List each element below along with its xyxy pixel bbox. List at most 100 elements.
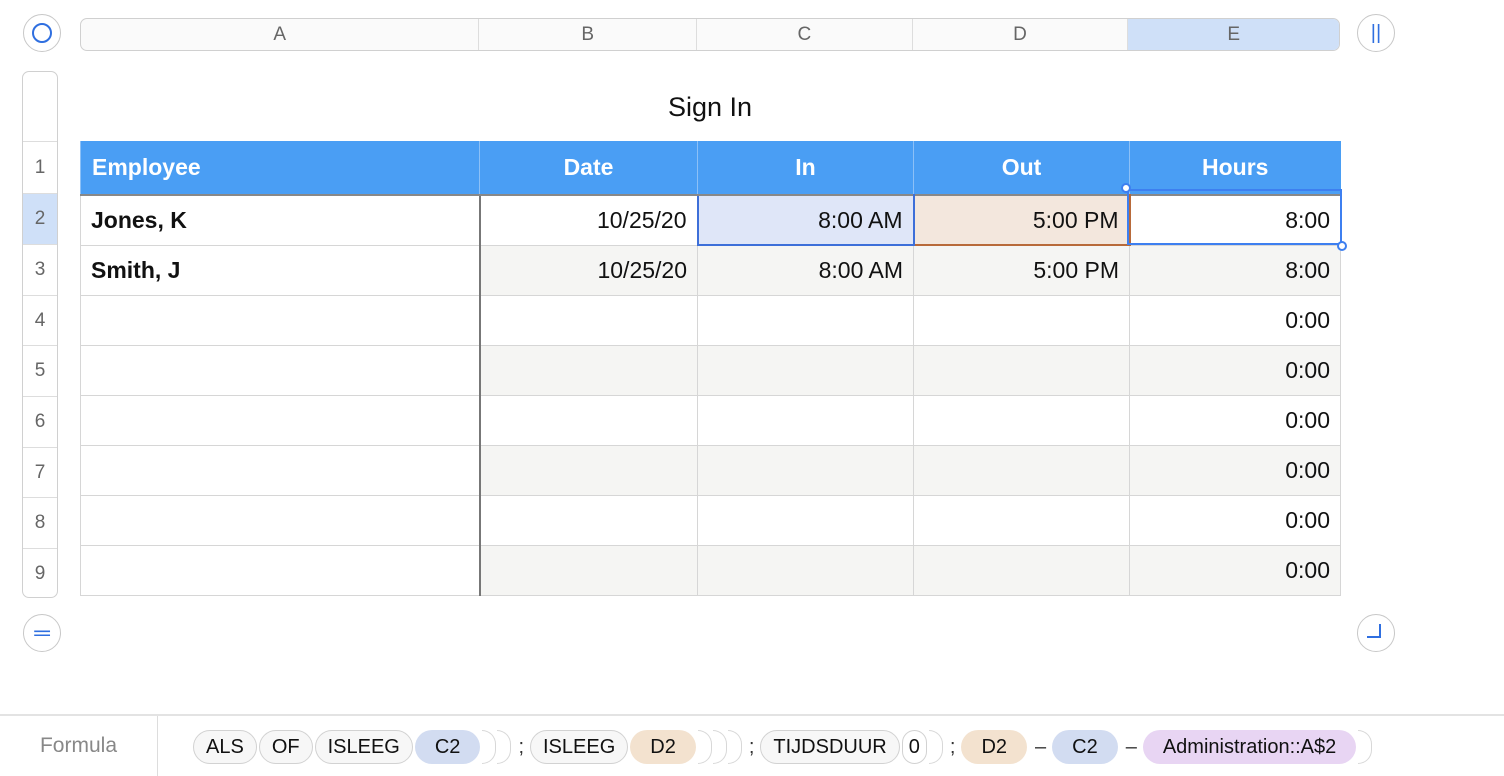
cell-d3[interactable]: 5:00 PM: [913, 244, 1130, 296]
cell-a7[interactable]: [80, 444, 480, 496]
row-headers: 1 2 3 4 5 6 7 8 9: [22, 71, 58, 598]
select-table-button[interactable]: [23, 14, 61, 52]
header-cell[interactable]: In: [697, 141, 914, 195]
formula-tokens[interactable]: ALS OF ISLEEG C2 ; ISLEEG D2 ; TIJDSDUUR…: [193, 730, 1373, 764]
reference-d2[interactable]: D2: [630, 730, 696, 764]
row-handle-icon: ═: [34, 620, 50, 645]
cell-a9[interactable]: [80, 544, 480, 596]
header-cell[interactable]: Out: [913, 141, 1130, 195]
row-header-4[interactable]: 4: [23, 295, 57, 345]
paren-close: [727, 730, 742, 764]
column-header-b[interactable]: B: [479, 19, 698, 50]
table-row: 0:00: [80, 344, 1341, 396]
selected-cell-e2[interactable]: [1127, 189, 1342, 245]
cell-c4[interactable]: [697, 294, 914, 346]
function-tijdsduur[interactable]: TIJDSDUUR: [760, 730, 900, 764]
table-title[interactable]: Sign In: [667, 92, 753, 122]
resize-table-button[interactable]: [1357, 614, 1395, 652]
minus-operator: –: [1125, 735, 1137, 758]
cell-b8[interactable]: [478, 494, 698, 546]
column-header-c[interactable]: C: [697, 19, 913, 50]
cell-c3[interactable]: 8:00 AM: [697, 244, 914, 296]
reference-c2[interactable]: C2: [414, 730, 481, 764]
function-isleeg[interactable]: ISLEEG: [314, 730, 413, 764]
formula-label: Formula: [0, 716, 158, 776]
cell-c5[interactable]: [697, 344, 914, 396]
column-handle-icon: ||: [1370, 21, 1382, 44]
reference-c2[interactable]: C2: [1052, 730, 1118, 764]
cell-e7[interactable]: 0:00: [1129, 444, 1341, 496]
paren-close: [712, 730, 727, 764]
table-row: 0:00: [80, 444, 1341, 496]
column-header-d[interactable]: D: [913, 19, 1129, 50]
cell-e8[interactable]: 0:00: [1129, 494, 1341, 546]
row-header-7[interactable]: 7: [23, 447, 57, 497]
selection-handle-bottom[interactable]: [1337, 241, 1347, 251]
cell-a5[interactable]: [80, 344, 480, 396]
cell-d8[interactable]: [913, 494, 1130, 546]
cell-a4[interactable]: [80, 294, 480, 346]
cell-d9[interactable]: [913, 544, 1130, 596]
cell-c6[interactable]: [697, 394, 914, 446]
add-row-button[interactable]: ═: [23, 614, 61, 652]
cell-d4[interactable]: [913, 294, 1130, 346]
row-header-3[interactable]: 3: [23, 244, 57, 295]
row-header-6[interactable]: 6: [23, 396, 57, 447]
cell-c9[interactable]: [697, 544, 914, 596]
minus-operator: –: [1035, 735, 1047, 758]
add-column-button[interactable]: ||: [1357, 14, 1395, 52]
column-header-e[interactable]: E: [1128, 19, 1339, 50]
paren-close: [697, 730, 712, 764]
reference-administration-a2[interactable]: Administration::A$2: [1142, 730, 1357, 764]
cell-b5[interactable]: [478, 344, 698, 396]
cell-d6[interactable]: [913, 394, 1130, 446]
cell-a2[interactable]: Jones, K: [80, 194, 480, 246]
row-header-8[interactable]: 8: [23, 497, 57, 548]
column-headers: A B C D E: [80, 18, 1340, 51]
circle-icon: [32, 23, 52, 43]
paren-close: [928, 730, 943, 764]
cell-b6[interactable]: [478, 394, 698, 446]
cell-d2[interactable]: 5:00 PM: [912, 194, 1131, 246]
cell-e2[interactable]: 8:00: [1129, 194, 1341, 246]
cell-e5[interactable]: 0:00: [1129, 344, 1341, 396]
cell-e4[interactable]: 0:00: [1129, 294, 1341, 346]
table-row: 0:00: [80, 544, 1341, 596]
row-header-9[interactable]: 9: [23, 548, 57, 597]
cell-a3[interactable]: Smith, J: [80, 244, 480, 296]
cell-a8[interactable]: [80, 494, 480, 546]
column-header-a[interactable]: A: [81, 19, 480, 50]
function-als[interactable]: ALS: [193, 730, 257, 764]
header-cell[interactable]: Employee: [80, 141, 480, 195]
header-cell[interactable]: Date: [479, 141, 698, 195]
cell-d5[interactable]: [913, 344, 1130, 396]
row-header-5[interactable]: 5: [23, 345, 57, 396]
cell-b3[interactable]: 10/25/20: [478, 244, 698, 296]
cell-b2[interactable]: 10/25/20: [478, 194, 698, 246]
reference-d2[interactable]: D2: [961, 730, 1028, 764]
argument-zero[interactable]: 0: [901, 730, 927, 764]
cell-e6[interactable]: 0:00: [1129, 394, 1341, 446]
formula-bar: Formula ALS OF ISLEEG C2 ; ISLEEG D2 ; T…: [0, 714, 1504, 776]
paren-close: [482, 730, 497, 764]
row-header-1[interactable]: 1: [23, 141, 57, 193]
cell-c7[interactable]: [697, 444, 914, 496]
selection-handle-top[interactable]: [1121, 183, 1131, 193]
cell-a6[interactable]: [80, 394, 480, 446]
header-cell[interactable]: Hours: [1129, 141, 1341, 195]
row-header-2[interactable]: 2: [23, 193, 57, 244]
cell-e3[interactable]: 8:00: [1129, 244, 1341, 296]
sign-in-table: Employee Date In Out Hours Jones, K 10/25…: [80, 141, 1341, 596]
cell-b7[interactable]: [478, 444, 698, 496]
cell-b9[interactable]: [478, 544, 698, 596]
cell-c2[interactable]: 8:00 AM: [696, 194, 915, 246]
function-isleeg[interactable]: ISLEEG: [530, 730, 629, 764]
cell-c8[interactable]: [697, 494, 914, 546]
table-row: 0:00: [80, 494, 1341, 546]
separator: ;: [949, 735, 956, 758]
function-of[interactable]: OF: [258, 730, 313, 764]
cell-e9[interactable]: 0:00: [1129, 544, 1341, 596]
cell-b4[interactable]: [478, 294, 698, 346]
table-row: Smith, J 10/25/20 8:00 AM 5:00 PM 8:00: [80, 244, 1341, 296]
cell-d7[interactable]: [913, 444, 1130, 496]
